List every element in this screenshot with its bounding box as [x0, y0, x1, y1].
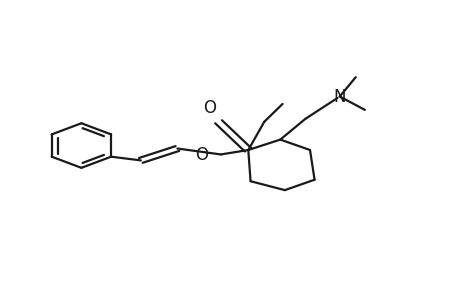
Text: O: O	[202, 99, 215, 117]
Text: N: N	[333, 88, 345, 106]
Text: O: O	[194, 146, 207, 164]
